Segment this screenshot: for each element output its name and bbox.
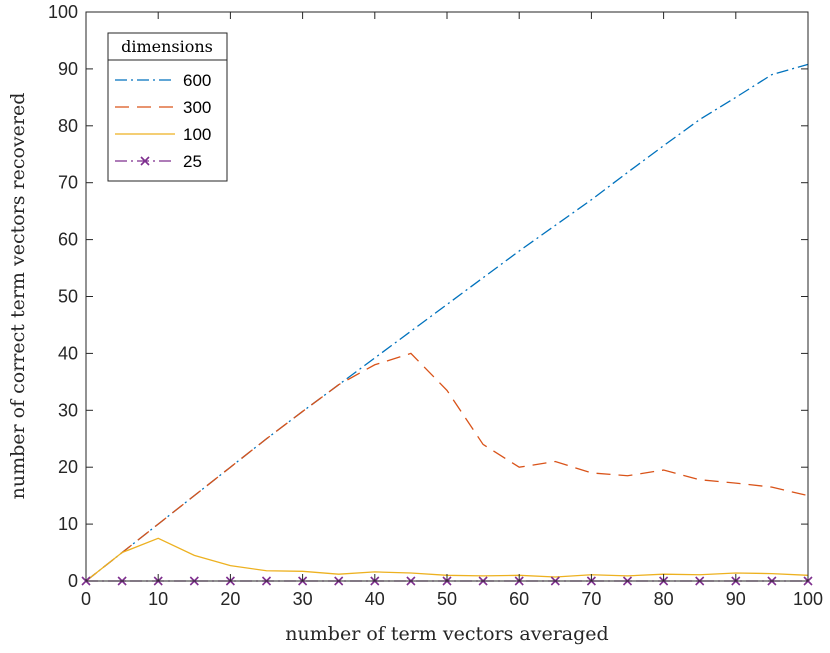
y-tick-label: 60 — [58, 230, 78, 250]
series-line-300 — [85, 352, 809, 582]
legend-title: dimensions — [121, 37, 213, 56]
x-tick-label: 60 — [509, 589, 529, 609]
x-tick-label: 40 — [365, 589, 385, 609]
series-line-600 — [85, 63, 809, 582]
y-axis-label: number of correct term vectors recovered — [7, 93, 29, 500]
y-tick-label: 80 — [58, 116, 78, 136]
x-tick-label: 0 — [81, 589, 91, 609]
y-tick-label: 20 — [58, 457, 78, 477]
x-tick-label: 30 — [293, 589, 313, 609]
x-tick-label: 80 — [654, 589, 674, 609]
x-tick-label: 50 — [437, 589, 457, 609]
legend-label-25: 25 — [183, 152, 202, 171]
y-tick-label: 90 — [58, 59, 78, 79]
y-tick-label: 100 — [48, 2, 78, 22]
x-tick-label: 70 — [581, 589, 601, 609]
legend-label-600: 600 — [183, 71, 211, 90]
x-tick-label: 10 — [148, 589, 168, 609]
x-tick-label: 90 — [726, 589, 746, 609]
legend-label-300: 300 — [183, 98, 211, 117]
y-tick-label: 30 — [58, 400, 78, 420]
y-tick-label: 70 — [58, 173, 78, 193]
legend: dimensions 600 300 100 25 — [107, 32, 228, 182]
x-axis-label: number of term vectors averaged — [285, 623, 608, 645]
y-tick-label: 50 — [58, 287, 78, 307]
legend-marker — [140, 156, 150, 166]
y-tick-label: 40 — [58, 343, 78, 363]
y-tick-label: 10 — [58, 514, 78, 534]
legend-label-100: 100 — [183, 125, 211, 144]
y-tick-label: 0 — [68, 571, 78, 591]
ticks-layer: 0 10 20 30 40 50 60 70 80 90 100 0 10 20 30 40 50 60 70 80 9… — [48, 2, 823, 609]
x-tick-label: 100 — [793, 589, 823, 609]
x-tick-label: 20 — [220, 589, 240, 609]
